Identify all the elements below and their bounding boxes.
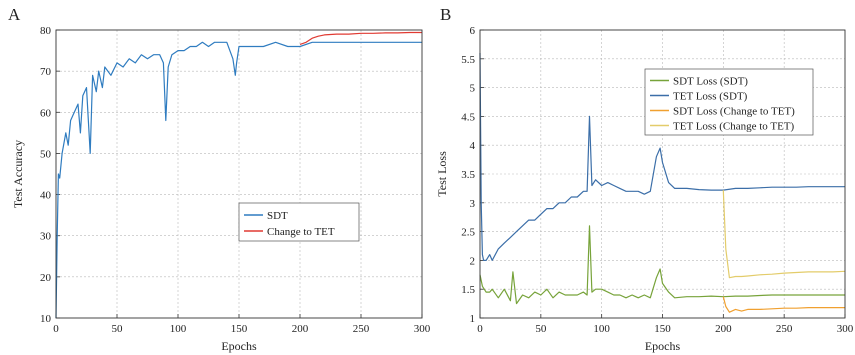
- series-line-change-to-tet: [299, 31, 422, 45]
- x-tick-label: 200: [715, 323, 732, 335]
- legend-label-sdt-loss-sdt: SDT Loss (SDT): [673, 76, 748, 88]
- legend-label-change-to-tet: Change to TET: [267, 226, 335, 238]
- y-tick-label: 1: [470, 313, 476, 325]
- x-tick-label: 100: [170, 323, 187, 335]
- y-tick-label: 40: [40, 190, 52, 202]
- y-tick-label: 1.5: [461, 284, 475, 296]
- x-tick-label: 50: [535, 323, 547, 335]
- legend: SDT Loss (SDT) TET Loss (SDT) SDT Loss (Ch…: [644, 68, 814, 136]
- plot-frame: [479, 29, 846, 319]
- x-tick-label: 50: [112, 323, 124, 335]
- legend-box: [644, 68, 814, 136]
- x-tick-label: 250: [353, 323, 370, 335]
- legend-label-tet-loss-change-to-tet: TET Loss (Change to TET): [673, 121, 795, 133]
- x-axis-label: Epochs: [645, 339, 681, 353]
- x-tick-label: 300: [414, 323, 431, 335]
- plot-frame: [55, 29, 423, 319]
- y-tick-label: 5.5: [461, 54, 475, 66]
- series-line-tet-loss-change-to-tet: [722, 190, 846, 279]
- y-tick-label: 20: [40, 272, 52, 284]
- panel-a: A 0 50 100 150 200 250 300 10 20 30 40 50 60 70 80 Epoch…: [8, 5, 431, 353]
- y-tick-label: 4: [470, 140, 476, 152]
- y-tick-label: 3.5: [461, 169, 475, 181]
- y-tick-label: 5: [470, 83, 476, 95]
- y-tick-label: 70: [40, 66, 52, 78]
- y-tick-label: 10: [40, 313, 52, 325]
- legend-label-sdt-loss-change-to-tet: SDT Loss (Change to TET): [673, 106, 795, 118]
- y-tick-label: 60: [40, 107, 52, 119]
- x-tick-label: 0: [53, 323, 59, 335]
- y-tick-label: 6: [470, 25, 476, 37]
- y-tick-label: 30: [40, 231, 52, 243]
- y-tick-label: 4.5: [461, 111, 475, 123]
- panel-label: B: [440, 5, 451, 24]
- y-axis-label: Test Accuracy: [11, 140, 25, 208]
- y-tick-label: 80: [40, 25, 52, 37]
- x-tick-label: 150: [654, 323, 671, 335]
- x-tick-label: 200: [292, 323, 309, 335]
- series-line-tet-loss-sdt: [479, 52, 845, 261]
- legend: SDT Change to TET: [238, 202, 360, 242]
- y-axis-label: Test Loss: [435, 151, 449, 197]
- x-tick-label: 0: [477, 323, 483, 335]
- x-tick-label: 300: [837, 323, 854, 335]
- x-tick-label: 250: [776, 323, 793, 335]
- y-tick-label: 3: [470, 198, 476, 210]
- panel-b: B 0 50 100 150 200 250 300 1 1.5 2 2.5 3 3.5 4 4.5 5 5.5 6…: [435, 5, 854, 353]
- x-tick-label: 150: [231, 323, 248, 335]
- x-tick-label: 100: [593, 323, 610, 335]
- series-line-sdt: [55, 41, 422, 319]
- y-tick-label: 2.5: [461, 227, 475, 239]
- y-tick-label: 50: [40, 148, 52, 160]
- y-tick-label: 2: [470, 255, 476, 267]
- x-axis-label: Epochs: [221, 339, 257, 353]
- legend-label-tet-loss-sdt: TET Loss (SDT): [673, 91, 748, 103]
- legend-box: [238, 202, 360, 242]
- panel-label: A: [8, 5, 21, 24]
- series-line-sdt-loss-change-to-tet: [722, 296, 845, 313]
- legend-label-sdt: SDT: [267, 210, 288, 222]
- series-line-sdt-loss-sdt: [479, 225, 845, 305]
